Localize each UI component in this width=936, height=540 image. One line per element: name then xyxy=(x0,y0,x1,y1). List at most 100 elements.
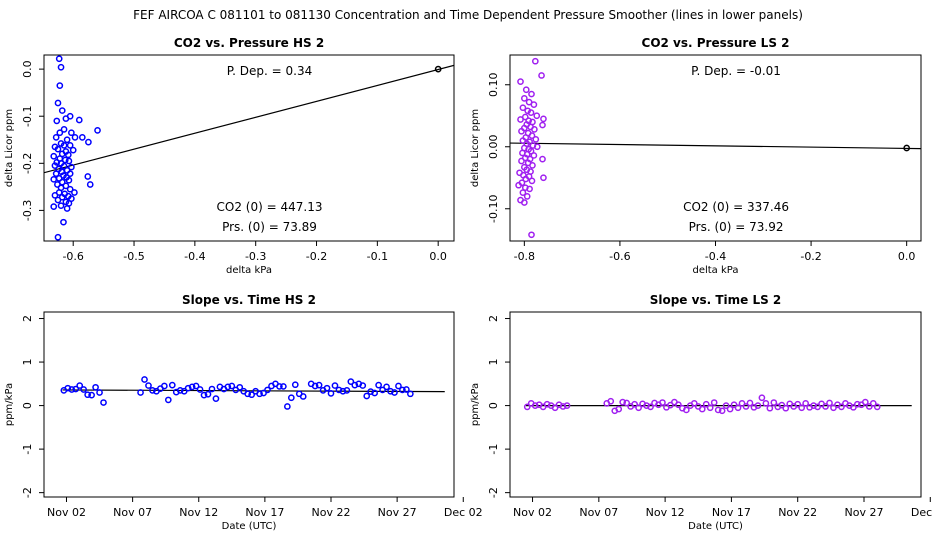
plot-area xyxy=(44,55,454,241)
x-tick-label: -0.4 xyxy=(705,250,726,263)
data-point xyxy=(782,404,790,412)
data-point xyxy=(53,117,61,125)
y-tick-label: -1 xyxy=(487,444,500,455)
data-point xyxy=(359,382,367,389)
data-point xyxy=(54,181,61,188)
panel-ls-scatter: CO2 vs. Pressure LS 2 -0.8 -0.6 -0.4 -0.2 0.0… xyxy=(470,36,922,276)
data-point xyxy=(533,112,541,120)
data-point xyxy=(64,151,72,159)
data-point xyxy=(539,155,546,163)
data-point xyxy=(315,381,323,389)
data-point xyxy=(838,403,845,411)
data-point xyxy=(184,384,192,392)
data-point xyxy=(54,233,62,241)
data-point xyxy=(244,390,252,398)
x-tick-label: Nov 07 xyxy=(579,506,618,519)
data-point xyxy=(188,383,196,391)
x-tick-label: -0.3 xyxy=(245,250,266,263)
data-point xyxy=(518,127,525,135)
data-point xyxy=(137,389,144,396)
data-point xyxy=(399,386,406,394)
data-point xyxy=(57,202,65,210)
data-point xyxy=(64,384,72,392)
data-point xyxy=(520,95,528,102)
data-point xyxy=(734,404,742,412)
data-point xyxy=(291,381,299,389)
data-point xyxy=(531,57,539,65)
data-point xyxy=(311,382,319,390)
data-point xyxy=(531,126,538,133)
data-point xyxy=(698,405,706,413)
x-tick-label: 0.0 xyxy=(898,250,916,263)
data-point xyxy=(287,394,295,402)
fit-line xyxy=(510,142,921,150)
data-point xyxy=(248,391,255,399)
data-point xyxy=(85,138,92,146)
y-axis-label: delta Licor ppm xyxy=(470,109,481,187)
y-tick-label: -0.10 xyxy=(487,195,500,223)
data-point xyxy=(798,404,806,412)
data-point xyxy=(517,78,524,86)
data-point xyxy=(66,185,74,193)
data-point xyxy=(407,390,414,398)
data-point xyxy=(60,162,68,170)
x-tick-label: -0.2 xyxy=(306,250,327,263)
data-point xyxy=(196,386,204,393)
data-point xyxy=(208,385,216,393)
data-point xyxy=(69,146,77,154)
data-point xyxy=(78,134,86,141)
data-point xyxy=(58,107,66,114)
data-point xyxy=(100,399,107,406)
y-tick-label: 2 xyxy=(487,315,500,322)
data-point xyxy=(528,177,536,185)
data-point xyxy=(52,134,60,141)
x-tick-label: Dec 02 xyxy=(911,506,936,519)
data-point xyxy=(762,400,770,407)
data-point xyxy=(518,157,525,165)
data-point xyxy=(519,189,527,196)
data-point xyxy=(76,382,84,389)
data-point xyxy=(80,386,88,393)
x-tick-label: Nov 22 xyxy=(312,506,351,519)
data-point xyxy=(212,395,220,402)
data-point xyxy=(539,121,546,129)
data-point xyxy=(714,406,722,414)
pressure-zero-label: Prs. (0) = 73.92 xyxy=(689,220,784,234)
x-tick-label: Nov 17 xyxy=(712,506,751,519)
data-point xyxy=(92,383,99,391)
data-point xyxy=(869,400,877,407)
data-point xyxy=(802,400,810,407)
x-tick-label: Nov 12 xyxy=(179,506,218,519)
data-point xyxy=(559,403,567,410)
x-tick-label: Nov 27 xyxy=(378,506,417,519)
data-point xyxy=(403,386,410,393)
y-axis-label: delta Licor ppm xyxy=(4,109,15,187)
data-point xyxy=(387,387,394,395)
data-point xyxy=(54,196,62,204)
data-point xyxy=(371,389,378,397)
x-tick-label: -0.4 xyxy=(184,250,205,263)
y-tick-label: 1 xyxy=(21,359,34,366)
data-point xyxy=(635,404,642,412)
data-point xyxy=(522,86,530,94)
data-point xyxy=(682,406,690,414)
y-axis-label: ppm/kPa xyxy=(470,383,481,426)
data-point xyxy=(72,385,80,393)
data-point xyxy=(331,382,339,389)
panel-hs-slope: Slope vs. Time HS 2 Nov 02 Nov 07 Nov 12 Nov… xyxy=(4,293,483,532)
data-point xyxy=(264,386,271,394)
data-point xyxy=(68,129,75,137)
pressure-dependence-label: P. Dep. = 0.34 xyxy=(227,64,312,78)
y-tick-label: 1 xyxy=(487,359,500,366)
data-point xyxy=(794,400,802,408)
x-tick-label: 0.0 xyxy=(429,250,447,263)
x-tick-label: Nov 17 xyxy=(245,506,284,519)
data-point xyxy=(50,152,58,160)
co2-zero-label: CO2 (0) = 447.13 xyxy=(217,200,323,214)
data-point xyxy=(706,404,714,412)
data-point xyxy=(56,129,64,137)
data-point xyxy=(335,386,343,394)
x-axis-label: Date (UTC) xyxy=(222,521,277,532)
y-tick-label: -2 xyxy=(21,487,34,498)
